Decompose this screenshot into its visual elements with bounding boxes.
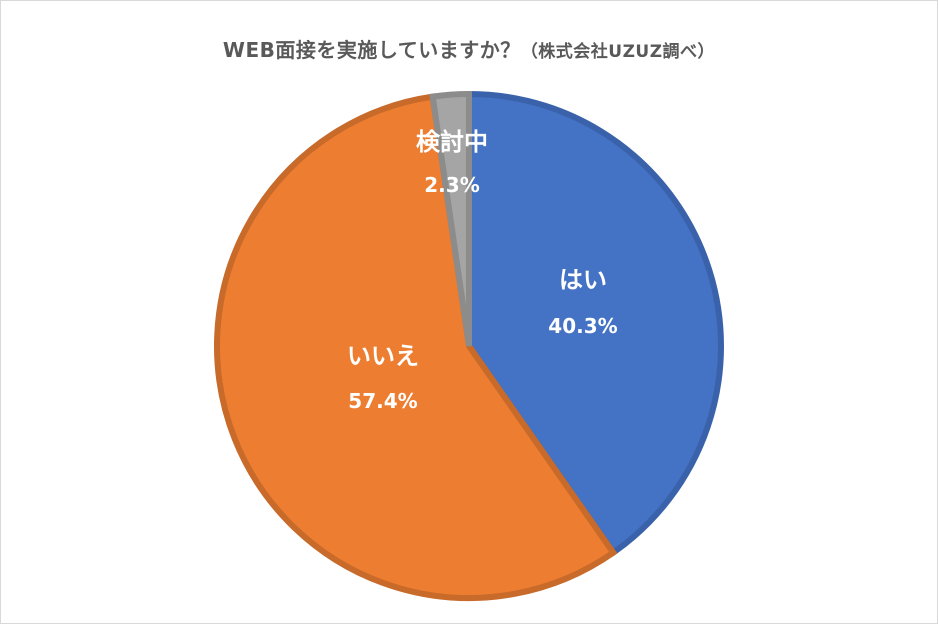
chart-title: WEB面接を実施していますか？（株式会社UZUZ調べ） [0,34,938,63]
slice-label-considering: 検討中 [416,128,488,156]
pie-slice-yes [466,90,724,557]
slice-value-no: 57.4% [348,389,417,413]
slice-value-considering: 2.3% [424,173,479,197]
slice-label-yes: はい [559,266,607,294]
pie-slice-considering [429,90,472,347]
chart-title-subtitle: （株式会社UZUZ調べ） [520,42,716,62]
chart-title-main: WEB面接を実施していますか？ [222,38,521,62]
slice-label-no: いいえ [347,342,419,370]
slice-value-yes: 40.3% [548,314,617,338]
pie-slice-no [214,93,618,601]
